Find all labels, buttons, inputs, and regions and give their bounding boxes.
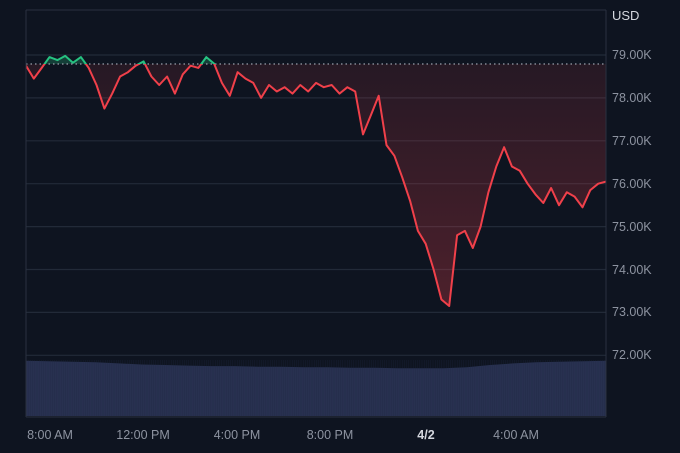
y-axis-label: 76.00K	[612, 176, 652, 191]
x-axis-label: 8:00 PM	[306, 428, 354, 442]
y-axis-label: 77.00K	[612, 133, 652, 148]
price-line[interactable]	[26, 54, 606, 307]
currency-label: USD	[612, 8, 640, 23]
x-axis-label: 8:00 AM	[27, 428, 73, 442]
volume-bars	[25, 360, 606, 416]
x-axis-label: 4:00 AM	[493, 428, 539, 442]
plot-frame	[25, 9, 607, 418]
y-axis-label: 72.00K	[612, 348, 652, 363]
x-axis-label: 4:00 PM	[213, 428, 261, 442]
y-axis-label: 78.00K	[612, 90, 652, 105]
y-axis-label: 79.00K	[612, 48, 652, 62]
x-axis-label: 12:00 PM	[116, 428, 170, 442]
y-axis-label: 73.00K	[612, 305, 652, 320]
x-axis-label: 4/2	[417, 428, 435, 442]
y-axis-label: 75.00K	[612, 219, 652, 234]
grid-lines	[26, 54, 606, 356]
y-axis-label: 74.00K	[612, 262, 652, 277]
